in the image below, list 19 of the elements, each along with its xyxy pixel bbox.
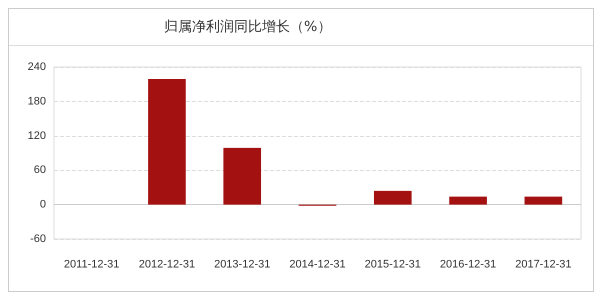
x-tick-label: 2013-12-31 xyxy=(214,258,270,270)
y-tick-label: 120 xyxy=(28,130,46,142)
y-tick-label: -60 xyxy=(30,233,46,245)
y-tick-label: 60 xyxy=(34,164,46,176)
bar xyxy=(148,79,186,205)
bar xyxy=(223,148,262,205)
y-tick-label: 180 xyxy=(28,95,46,108)
y-tick-label: 240 xyxy=(28,61,46,73)
x-tick-label: 2017-12-31 xyxy=(515,258,572,270)
bar xyxy=(374,190,412,205)
x-tick-label: 2015-12-31 xyxy=(364,258,421,270)
x-tick-label: 2012-12-31 xyxy=(138,258,196,270)
x-tick-label: 2014-12-31 xyxy=(289,258,346,270)
y-tick-label: 0 xyxy=(40,198,46,211)
x-tick-label: 2016-12-31 xyxy=(440,258,496,270)
bar xyxy=(524,196,562,205)
chart-title: 归属净利润同比增长（%） xyxy=(164,19,332,35)
x-tick-label: 2011-12-31 xyxy=(64,258,120,270)
bar xyxy=(449,196,487,205)
